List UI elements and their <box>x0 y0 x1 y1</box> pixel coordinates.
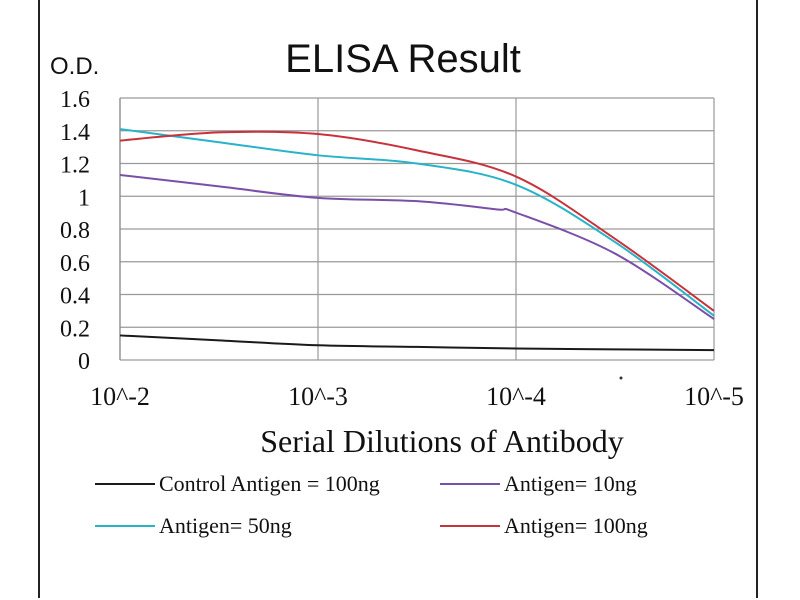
legend: Control Antigen = 100ng Antigen= 10ng Anti… <box>95 471 648 538</box>
x-tick-label: 10^-2 <box>90 382 150 411</box>
legend-label: Antigen= 50ng <box>159 513 292 538</box>
grid <box>119 97 715 361</box>
x-axis-label: Serial Dilutions of Antibody <box>260 423 624 459</box>
y-tick-label: 0 <box>78 349 90 375</box>
legend-label: Antigen= 10ng <box>504 471 637 496</box>
y-axis-label: O.D. <box>50 53 99 80</box>
x-tick-label: 10^-5 <box>684 382 744 411</box>
y-tick-label: 0.4 <box>60 284 90 310</box>
tick-labels: 1.6 1.4 1.2 1 0.8 0.6 0.4 0.2 010^-2 10^-3 10^-4 10… <box>60 87 744 411</box>
legend-label: Antigen= 100ng <box>504 513 648 538</box>
stray-dot <box>619 376 623 380</box>
series-lines <box>119 128 715 352</box>
axes: ELISA Result O.D. Serial Dilutions of An… <box>50 37 624 459</box>
chart-title: ELISA Result <box>285 37 521 81</box>
x-tick-label: 10^-4 <box>486 382 546 411</box>
series-line-1 <box>119 173 715 320</box>
y-tick-label: 1.2 <box>60 153 90 179</box>
y-tick-label: 1.4 <box>60 120 90 146</box>
series-line-3 <box>119 130 715 312</box>
y-tick-label: 0.2 <box>60 316 90 342</box>
y-tick-label: 1.6 <box>60 87 90 113</box>
y-tick-label: 0.8 <box>60 218 90 244</box>
series-line-2 <box>119 128 715 317</box>
x-tick-label: 10^-3 <box>288 382 348 411</box>
y-tick-label: 0.6 <box>60 251 90 277</box>
y-tick-label: 1 <box>78 185 90 211</box>
series-line-0 <box>119 334 715 352</box>
legend-label: Control Antigen = 100ng <box>159 471 380 496</box>
chart-frame <box>38 0 758 598</box>
